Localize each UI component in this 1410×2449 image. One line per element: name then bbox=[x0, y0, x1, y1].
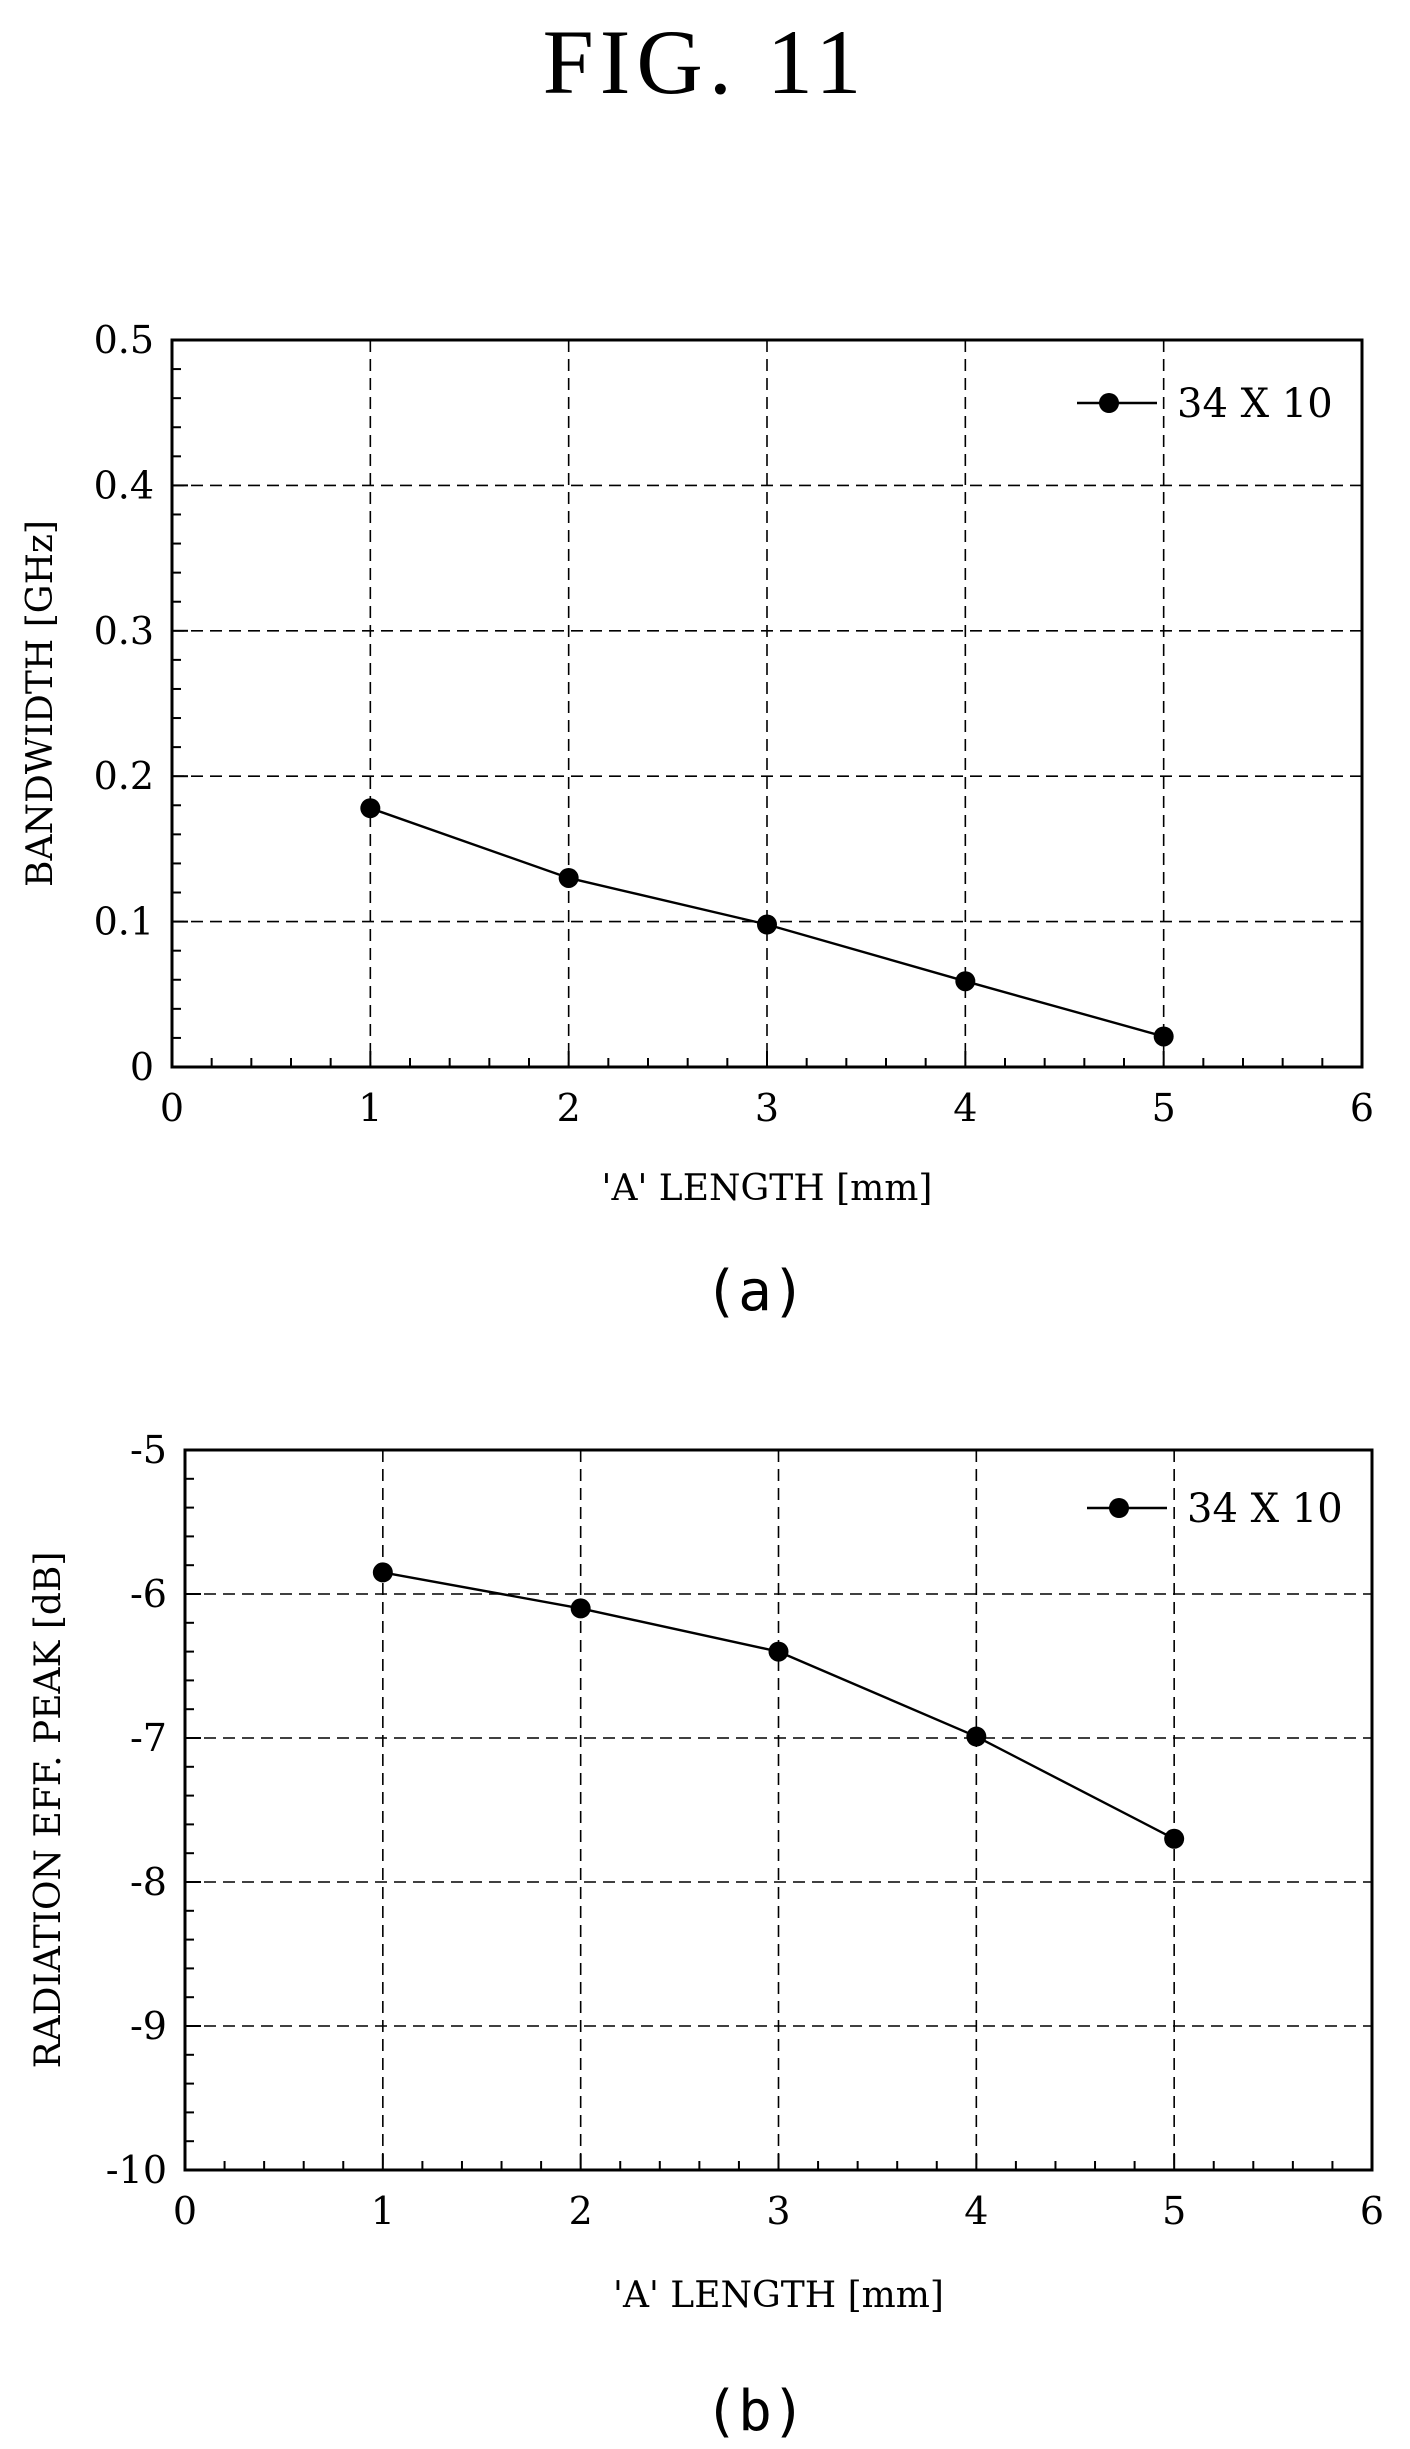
panel-label: (b) bbox=[704, 2379, 805, 2444]
x-tick-label: 5 bbox=[1162, 2189, 1186, 2233]
y-tick-label: 0.4 bbox=[94, 463, 154, 507]
y-tick-label: -8 bbox=[130, 1860, 167, 1904]
x-tick-label: 1 bbox=[358, 1086, 382, 1130]
data-point bbox=[360, 798, 381, 819]
legend-marker bbox=[1099, 393, 1119, 413]
plot-frame bbox=[183, 1448, 1374, 2172]
y-tick-label: -10 bbox=[106, 2148, 167, 2192]
x-tick-label: 4 bbox=[964, 2189, 988, 2233]
y-tick-label: 0.3 bbox=[94, 609, 154, 653]
x-tick-label: 6 bbox=[1360, 2189, 1384, 2233]
x-tick-label: 5 bbox=[1152, 1086, 1176, 1130]
y-tick-label: 0 bbox=[130, 1045, 154, 1089]
data-point bbox=[558, 867, 579, 888]
data-point bbox=[1153, 1026, 1174, 1047]
y-axis-label: RADIATION EFF. PEAK [dB] bbox=[28, 1552, 69, 2069]
x-tick-label: 0 bbox=[173, 2189, 197, 2233]
data-point bbox=[768, 1641, 789, 1662]
chart-b: -10 -9 -8 -7 -6 -5 0 1 2 3 4 5 6 'A' LENGTH [mm] RADIA… bbox=[28, 1428, 1384, 2444]
y-tick-label: 0.2 bbox=[94, 754, 154, 798]
plot-frame bbox=[170, 338, 1364, 1069]
x-tick-label: 4 bbox=[953, 1086, 977, 1130]
legend-label: 34 X 10 bbox=[1177, 381, 1333, 427]
x-tick-label: 2 bbox=[557, 1086, 581, 1130]
x-tick-label: 3 bbox=[755, 1086, 779, 1130]
y-axis-label: BANDWIDTH [GHz] bbox=[20, 520, 61, 887]
panel-label: (a) bbox=[704, 1259, 805, 1324]
x-tick-label: 2 bbox=[569, 2189, 593, 2233]
data-point bbox=[372, 1562, 393, 1583]
chart-a: 0 0.1 0.2 0.3 0.4 0.5 0 1 2 3 4 5 6 'A' LENGTH [mm] BA… bbox=[20, 318, 1374, 1324]
data-point bbox=[757, 914, 777, 935]
y-tick-label: 0.1 bbox=[94, 900, 154, 944]
data-point bbox=[1164, 1828, 1185, 1849]
legend-marker bbox=[1109, 1498, 1129, 1518]
y-tick-label: -9 bbox=[130, 2004, 167, 2048]
x-tick-label: 6 bbox=[1350, 1086, 1374, 1130]
y-tick-label: -7 bbox=[130, 1716, 167, 1760]
legend-label: 34 X 10 bbox=[1187, 1486, 1343, 1532]
figure-title: FIG. 11 bbox=[542, 11, 868, 113]
x-axis-label: 'A' LENGTH [mm] bbox=[613, 2275, 944, 2316]
data-point bbox=[570, 1598, 591, 1619]
data-point bbox=[966, 1726, 987, 1747]
x-tick-label: 3 bbox=[766, 2189, 790, 2233]
y-tick-label: 0.5 bbox=[94, 318, 154, 362]
x-tick-label: 1 bbox=[371, 2189, 395, 2233]
x-tick-label: 0 bbox=[160, 1086, 184, 1130]
x-axis-label: 'A' LENGTH [mm] bbox=[602, 1168, 933, 1209]
y-tick-label: -6 bbox=[130, 1572, 167, 1616]
data-point bbox=[955, 971, 976, 992]
y-tick-label: -5 bbox=[130, 1428, 167, 1472]
